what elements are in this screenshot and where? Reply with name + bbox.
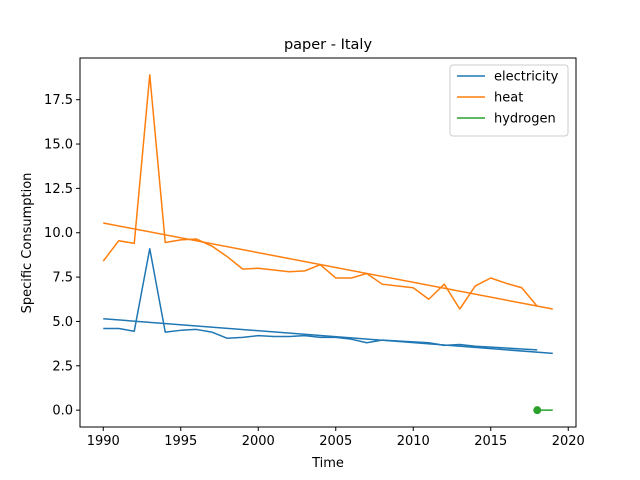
axes-frame (79, 57, 577, 428)
y-tick-label: 2.5 (52, 359, 73, 374)
x-tick-label: 2005 (319, 434, 352, 449)
legend-label-heat: heat (494, 91, 523, 106)
y-tick-label: 17.5 (44, 93, 73, 108)
y-axis: 0.0 2.5 5.0 7.5 10.0 12.5 15.0 17.5 (44, 93, 80, 419)
chart-title: paper - Italy (284, 37, 373, 53)
x-axis-label: Time (311, 456, 344, 471)
x-tick-label: 2020 (552, 434, 585, 449)
x-axis: 1990 1995 2000 2005 2010 2015 2020 (87, 427, 585, 449)
x-tick-label: 2015 (474, 434, 507, 449)
y-tick-label: 10.0 (44, 226, 73, 241)
y-tick-label: 15.0 (44, 138, 73, 153)
y-tick-label: 5.0 (52, 315, 73, 330)
trend-line-electricity (103, 318, 553, 355)
legend: electricity heat hydrogen (449, 64, 569, 137)
y-tick-label: 7.5 (52, 271, 73, 286)
y-axis-label: Specific Consumption (20, 173, 35, 314)
trend-line-heat (103, 222, 553, 310)
x-tick-label: 1995 (164, 434, 197, 449)
series-line-electricity (103, 247, 538, 351)
x-tick-label: 2010 (397, 434, 430, 449)
series-marker-hydrogen (533, 406, 542, 415)
x-tick-label: 2000 (242, 434, 275, 449)
y-tick-label: 12.5 (44, 182, 73, 197)
y-tick-label: 0.0 (52, 404, 73, 419)
legend-label-electricity: electricity (494, 70, 559, 85)
plot-area (102, 74, 553, 415)
x-tick-label: 1990 (87, 434, 120, 449)
legend-label-hydrogen: hydrogen (494, 112, 556, 127)
